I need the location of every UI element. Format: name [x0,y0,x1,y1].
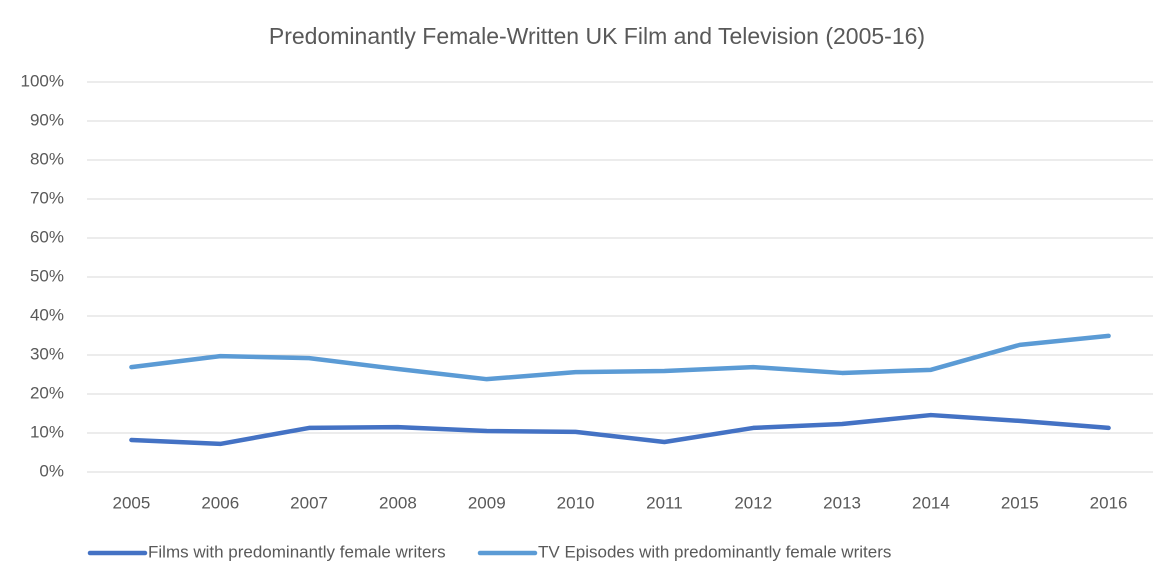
x-tick-label: 2006 [201,493,239,512]
y-tick-label: 100% [21,71,64,90]
y-tick-label: 70% [30,188,64,207]
x-tick-label: 2012 [734,493,772,512]
x-tick-label: 2013 [823,493,861,512]
x-tick-label: 2011 [646,493,683,512]
y-tick-label: 50% [30,266,64,285]
x-tick-label: 2015 [1001,493,1039,512]
x-tick-label: 2010 [557,493,595,512]
y-tick-label: 30% [30,344,64,363]
legend-label: Films with predominantly female writers [148,542,446,561]
y-tick-label: 0% [39,461,64,480]
x-tick-label: 2007 [290,493,328,512]
y-tick-label: 60% [30,227,64,246]
y-tick-label: 80% [30,149,64,168]
y-tick-label: 90% [30,110,64,129]
data-line [129,412,1111,447]
y-tick-label: 10% [30,422,64,441]
x-tick-label: 2009 [468,493,506,512]
x-tick-label: 2008 [379,493,417,512]
x-tick-label: 2005 [113,493,151,512]
data-line [129,333,1111,382]
x-tick-label: 2016 [1090,493,1128,512]
y-tick-label: 40% [30,305,64,324]
x-tick-label: 2014 [912,493,950,512]
y-tick-label: 20% [30,383,64,402]
legend-label: TV Episodes with predominantly female wr… [538,542,891,561]
chart-title: Predominantly Female-Written UK Film and… [269,23,925,49]
